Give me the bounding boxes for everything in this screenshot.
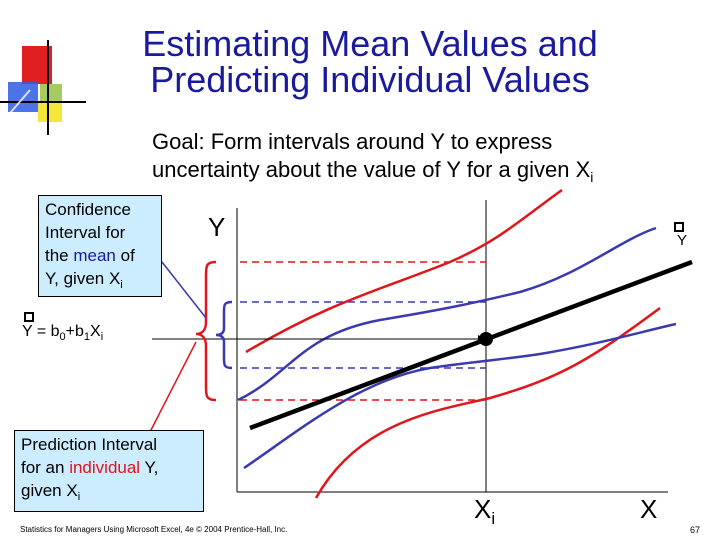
- regression-arrowhead: [478, 335, 486, 343]
- title-line-1: Estimating Mean Values and: [142, 23, 598, 64]
- yhat-text: Y: [676, 232, 687, 249]
- decorative-logo: [0, 40, 86, 135]
- prediction-upper-curve: [245, 188, 563, 354]
- equation-part-e: X: [90, 323, 101, 340]
- confidence-box-line-1: Confidence: [45, 200, 132, 219]
- goal-line-2-subscript: i: [590, 169, 594, 185]
- confidence-interval-box: Confidence Interval for the mean of Y, g…: [38, 195, 162, 297]
- confidence-line-3-suffix: of: [115, 246, 135, 265]
- prediction-line-3-text: given X: [21, 481, 78, 500]
- confidence-mean-word: mean: [73, 246, 116, 265]
- prediction-lower-curve: [314, 306, 661, 499]
- prediction-line-2-prefix: for an: [21, 458, 70, 477]
- prediction-individual-word: individual: [69, 458, 141, 477]
- xi-text: X: [474, 494, 492, 524]
- confidence-upper-curve: [237, 226, 657, 402]
- title-line-2: Predicting Individual Values: [150, 59, 590, 100]
- equation-sub-1: 1: [83, 331, 91, 343]
- hat-icon: [674, 222, 684, 232]
- goal-line-2: uncertainty about the value of Y for a g…: [152, 156, 593, 191]
- prediction-box-line-3: given Xi: [21, 479, 197, 509]
- confidence-box-line-3: the mean of: [45, 244, 155, 267]
- confidence-lower-curve: [243, 322, 677, 470]
- regression-equation-label: Y = b0+b1Xi: [22, 312, 103, 347]
- equation-part-a: Y = b: [22, 323, 60, 340]
- y-axis-label: Y: [208, 212, 226, 242]
- equation-sub-0: 0: [59, 331, 66, 343]
- equation-sub-i: i: [100, 331, 104, 343]
- xi-axis-label: Xi: [474, 494, 495, 529]
- xi-subscript: i: [491, 509, 496, 528]
- regression-line: [249, 259, 693, 431]
- prediction-box-line-2: for an individual Y,: [21, 456, 197, 479]
- confidence-box-line-4: Y, given Xi: [45, 267, 155, 297]
- prediction-interval-box: Prediction Interval for an individual Y,…: [14, 430, 204, 512]
- prediction-line-2-suffix: Y,: [140, 458, 159, 477]
- confidence-pointer: [161, 261, 207, 319]
- confidence-line-3-prefix: the: [45, 246, 74, 265]
- confidence-box-line-2: Interval for: [45, 223, 126, 242]
- confidence-brace: [215, 300, 233, 370]
- goal-statement: Goal: Form intervals around Y to express…: [152, 128, 593, 191]
- prediction-pointer: [149, 341, 197, 433]
- goal-line-2-text: uncertainty about the value of Y for a g…: [152, 157, 591, 182]
- slide-title: Estimating Mean Values and Predicting In…: [100, 26, 640, 98]
- page-number: 67: [690, 525, 701, 535]
- goal-line-1: Goal: Form intervals around Y to express: [152, 129, 553, 154]
- equation-part-c: +b: [65, 323, 84, 340]
- yhat-line-label: Y: [672, 222, 692, 250]
- slide-footer: Statistics for Managers Using Microsoft …: [20, 525, 288, 534]
- confidence-line-4-subscript: i: [120, 279, 123, 291]
- prediction-box-line-1: Prediction Interval: [21, 435, 158, 454]
- hat-icon: [24, 312, 34, 322]
- confidence-line-4-text: Y, given X: [45, 269, 121, 288]
- prediction-line-3-subscript: i: [77, 491, 81, 503]
- prediction-brace: [195, 260, 217, 402]
- x-axis-label: X: [640, 494, 658, 524]
